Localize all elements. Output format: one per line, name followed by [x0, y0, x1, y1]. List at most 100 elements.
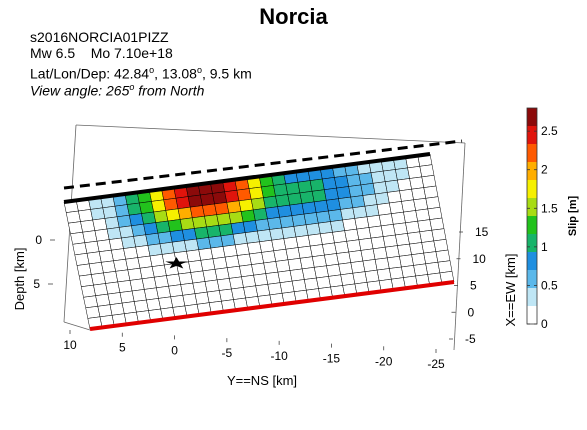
- slip-patch: [125, 257, 141, 271]
- slip-patch: [194, 291, 210, 305]
- slip-patch: [419, 229, 435, 243]
- slip-patch: [279, 215, 295, 229]
- axis-ticks: 10 5 0 -5 -10 -15 -20 -25 15 10 5 0 -5 0 5: [33, 225, 488, 371]
- slip-patch: [157, 231, 173, 245]
- slip-patch: [354, 216, 370, 230]
- slip-patch: [155, 220, 171, 234]
- slip-patch: [141, 211, 157, 225]
- colorbar-tick-label: 0.5: [541, 278, 558, 292]
- slip-patch: [358, 172, 374, 186]
- slip-patch: [198, 247, 214, 261]
- slip-patch: [135, 245, 151, 258]
- slip-patch: [165, 208, 181, 222]
- slip-patch: [265, 271, 281, 285]
- depth-tick-label: 0: [35, 233, 42, 247]
- slip-patch: [231, 287, 246, 300]
- slip-patch: [144, 287, 159, 301]
- slip-patch: [313, 200, 329, 213]
- slip-patch: [93, 283, 109, 296]
- magnitude-line: Mw 6.5 Mo 7.10e+18: [30, 45, 173, 62]
- slip-patch: [423, 185, 439, 199]
- slip-patch: [192, 281, 208, 294]
- slip-patch: [311, 189, 327, 203]
- slip-patch: [305, 222, 321, 236]
- slip-patch: [166, 273, 181, 287]
- slip-patch: [145, 232, 161, 246]
- slip-patch: [275, 194, 291, 207]
- slip-patch: [387, 256, 402, 269]
- slip-patch: [90, 207, 106, 221]
- slip-patch: [405, 220, 420, 234]
- box-edge-top-back: [75, 124, 466, 144]
- slip-patch: [178, 272, 194, 285]
- slip-patch: [380, 224, 396, 237]
- slip-patch: [271, 238, 287, 252]
- slip-patch: [200, 193, 215, 206]
- slip-patch: [360, 183, 376, 196]
- slip-patch: [382, 234, 398, 248]
- slip-patch: [240, 209, 256, 223]
- slip-patch: [374, 257, 390, 271]
- slip-patch: [407, 231, 422, 245]
- slip-patch: [289, 268, 305, 282]
- slip-patch: [315, 210, 331, 224]
- ns-tick-label: -20: [375, 354, 393, 368]
- slip-patch: [297, 245, 313, 259]
- slip-patch: [143, 222, 159, 236]
- ns-tick-label: -5: [222, 346, 233, 360]
- slip-patch: [180, 282, 196, 296]
- slip-patch: [153, 210, 169, 223]
- slip-patch: [277, 270, 293, 283]
- slip-patch: [196, 237, 212, 250]
- slip-patch: [107, 292, 123, 305]
- slip-patch: [291, 279, 307, 292]
- slip-patch: [253, 208, 268, 221]
- location-prefix: Lat/Lon/Dep: 42.84: [30, 65, 150, 82]
- slip-patch: [102, 205, 118, 219]
- slip-patch: [81, 284, 96, 298]
- slip-patch: [80, 219, 96, 233]
- slip-patch: [421, 240, 437, 254]
- slip-patch: [387, 190, 402, 204]
- slip-patch: [342, 218, 358, 231]
- slip-patch: [431, 228, 447, 242]
- slip-patch: [242, 220, 258, 233]
- slip-patch: [330, 219, 345, 233]
- slip-patch: [91, 272, 106, 286]
- slip-patch: [263, 195, 278, 209]
- slip-patch: [224, 189, 240, 203]
- slip-patch: [97, 304, 113, 318]
- slip-patch: [220, 234, 236, 247]
- slip-patch: [316, 276, 331, 289]
- slip-patch: [72, 242, 88, 256]
- slip-patch: [299, 191, 315, 204]
- slip-patch: [182, 293, 198, 307]
- slip-patch: [179, 217, 195, 231]
- slip-patch: [206, 225, 222, 238]
- slip-patch: [111, 248, 126, 262]
- slip-patch: [202, 203, 217, 217]
- slip-patch: [189, 205, 205, 219]
- slip-patch: [334, 175, 349, 189]
- slip-patch: [372, 246, 388, 260]
- slip-patch: [76, 263, 92, 277]
- depth-axis-label: Depth [km]: [12, 248, 27, 311]
- slip-patch: [332, 230, 347, 244]
- slip-patch: [234, 243, 250, 256]
- slip-patch: [289, 203, 305, 216]
- slip-patch: [226, 200, 242, 214]
- slip-patch: [212, 191, 228, 205]
- slip-patch: [314, 265, 329, 279]
- slip-patch: [222, 244, 238, 258]
- slip-patch: [376, 268, 392, 282]
- colorbar-scale: [526, 107, 538, 325]
- degree-mark: o: [196, 65, 202, 75]
- slip-patch: [170, 295, 186, 308]
- slip-patch: [433, 239, 449, 252]
- slip-patch: [261, 250, 277, 264]
- slip-patch: [411, 187, 427, 201]
- location-line: Lat/Lon/Dep: 42.84o, 13.08o, 9.5 km: [30, 62, 252, 83]
- slip-patch: [397, 243, 412, 257]
- slip-patch: [295, 235, 311, 248]
- slip-patch: [344, 228, 360, 242]
